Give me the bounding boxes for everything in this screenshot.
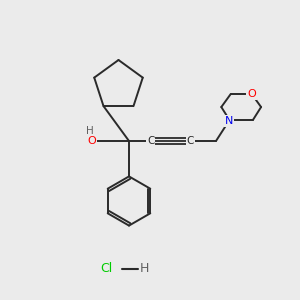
Text: Cl: Cl bbox=[100, 262, 112, 275]
Text: O: O bbox=[87, 136, 96, 146]
Text: H: H bbox=[86, 125, 94, 136]
Text: O: O bbox=[248, 89, 256, 99]
Text: N: N bbox=[225, 116, 233, 126]
Text: H: H bbox=[140, 262, 149, 275]
Text: C: C bbox=[147, 136, 154, 146]
Text: C: C bbox=[187, 136, 194, 146]
